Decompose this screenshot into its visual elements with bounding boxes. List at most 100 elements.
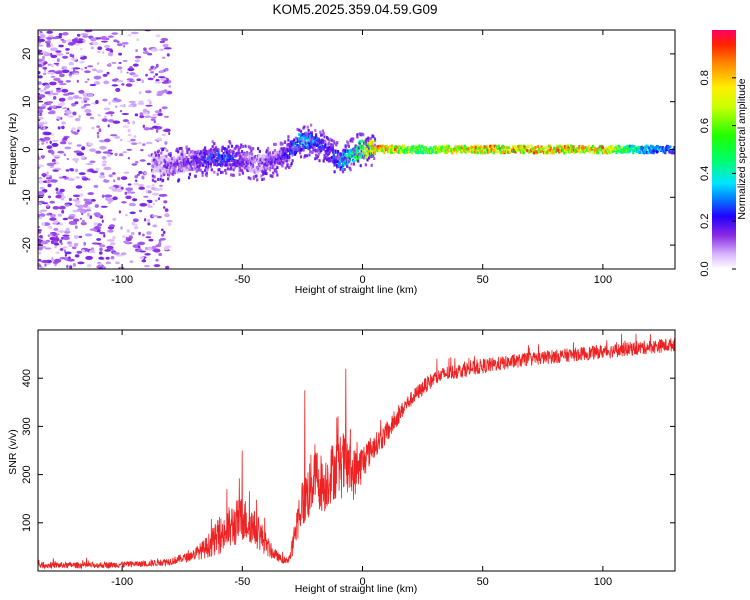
trace-cell [271,154,274,158]
noise-cell [144,265,150,268]
trace-cell [491,144,494,148]
noise-cell [127,128,131,133]
trace-cell [631,144,634,148]
noise-cell [119,153,124,157]
trace-halo-cell [230,173,233,177]
noise-cell [122,235,126,238]
trace-cell [185,168,188,172]
noise-cell [134,175,139,179]
noise-cell [60,101,66,106]
trace-cell [180,166,183,169]
trace-cell [587,144,590,148]
trace-halo-cell [318,159,321,163]
noise-cell [60,117,63,120]
noise-cell [139,209,142,213]
noise-cell [124,191,128,195]
noise-cell [90,247,94,251]
noise-cell [62,55,69,59]
trace-halo-cell [278,159,281,163]
trace-cell [196,156,199,160]
trace-cell [626,144,629,148]
trace-cell [183,167,186,171]
trace-cell [520,144,523,148]
noise-cell [132,218,139,223]
noise-cell [87,264,92,268]
noise-cell [47,226,53,229]
trace-halo-cell [156,160,159,164]
trace-cell [667,145,670,149]
noise-cell [151,245,157,250]
trace-cell [336,160,340,164]
trace-cell [161,167,165,170]
trace-halo-cell [203,148,206,152]
noise-cell [121,113,129,115]
trace-cell [656,149,659,153]
trace-halo-cell [271,175,274,178]
noise-cell [83,241,86,246]
noise-cell [101,219,104,223]
trace-cell [362,149,365,153]
trace-halo-cell [160,151,163,155]
trace-cell [274,157,277,161]
noise-cell [147,53,153,56]
noise-cell [159,187,163,191]
noise-cell [60,198,64,201]
noise-cell [40,51,49,54]
noise-cell [49,236,55,241]
noise-cell [107,153,112,157]
trace-halo-cell [333,141,336,145]
noise-cell [103,179,110,183]
trace-halo-cell [177,178,181,182]
noise-cell [39,38,45,43]
noise-cell [108,174,113,178]
trace-cell [522,150,525,154]
trace-cell [610,148,613,151]
noise-cell [74,117,81,122]
trace-halo-cell [264,168,267,172]
noise-cell [111,84,119,87]
trace-cell [262,157,266,161]
trace-cell [312,142,315,146]
noise-cell [148,68,152,71]
trace-cell [169,165,172,169]
trace-cell [151,159,154,163]
trace-halo-cell [315,156,319,160]
noise-cell [112,78,118,82]
noise-cell [140,149,144,152]
trace-halo-cell [364,139,367,143]
trace-cell [249,161,252,165]
noise-cell [67,241,72,245]
noise-cell [77,261,85,265]
noise-cell [166,219,173,223]
trace-cell [446,150,449,154]
trace-cell [281,152,284,156]
trace-halo-cell [193,150,197,154]
trace-cell [206,152,209,156]
noise-cell [81,177,89,181]
trace-cell [448,145,451,149]
noise-cell [80,155,85,159]
noise-cell [54,245,57,249]
trace-cell [296,140,299,143]
noise-cell [116,80,124,83]
trace-cell [286,154,289,158]
noise-cell [38,89,45,93]
noise-cell [120,176,128,181]
trace-cell [577,149,580,153]
noise-cell [61,88,69,93]
trace-cell [544,145,547,149]
noise-cell [55,191,63,195]
trace-cell [542,147,545,151]
snr-ytick-label: 200 [21,465,33,483]
noise-cell [122,125,130,128]
noise-cell [46,177,52,180]
noise-cell [119,69,123,74]
trace-cell [275,163,278,167]
trace-halo-cell [372,154,375,157]
trace-halo-cell [167,177,170,181]
noise-cell [104,138,111,143]
trace-halo-cell [245,165,248,169]
trace-halo-cell [274,168,277,171]
trace-cell [217,148,220,152]
